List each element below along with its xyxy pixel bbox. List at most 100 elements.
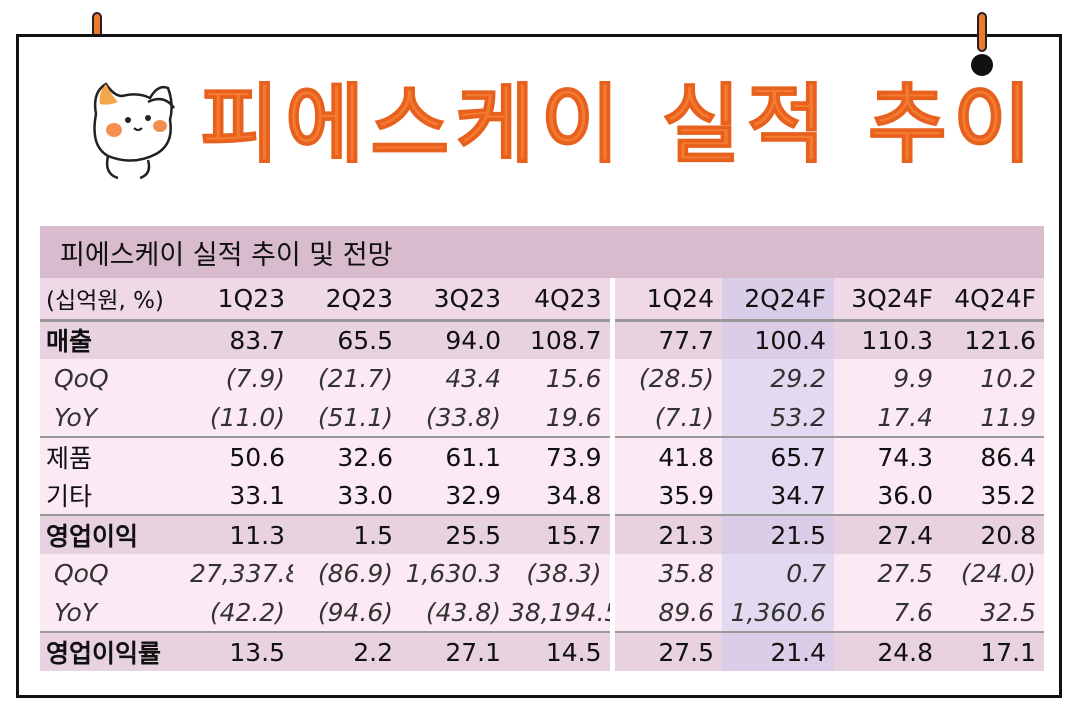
table-cell: (33.8) (401, 398, 509, 437)
table-cell: 34.8 (509, 476, 612, 515)
table-cell: 29.2 (722, 359, 834, 398)
table-cell: 33.1 (190, 476, 293, 515)
table-cell: (21.7) (293, 359, 401, 398)
pin-right-icon (977, 12, 987, 52)
table-cell: (28.5) (609, 359, 722, 398)
earnings-grid: (십억원, %) 1Q23 2Q23 3Q23 4Q23 1Q24 2Q24F 3Q24F 4Q… (40, 278, 1044, 671)
table-cell: 27,337.8 (190, 554, 293, 593)
table-cell: 38,194.5 (509, 593, 612, 632)
table-cell: (43.8) (401, 593, 509, 632)
column-header: 3Q24F (834, 278, 941, 322)
table-cell: 17.1 (941, 631, 1044, 671)
table-cell: 17.4 (834, 398, 941, 437)
table-cell: 74.3 (834, 436, 941, 476)
table-cell: 25.5 (401, 514, 509, 554)
table-cell: 110.3 (834, 320, 941, 359)
column-header: 3Q23 (401, 278, 509, 322)
table-cell: 77.7 (609, 320, 722, 359)
table-row: YoY (42.2) (94.6) (43.8) 38,194.5 89.6 1,360.6… (40, 593, 1044, 632)
table-row: 매출 83.7 65.5 94.0 108.7 77.7 100.4 110.3 121.6 (40, 320, 1044, 359)
table-row: 제품 50.6 32.6 61.1 73.9 41.8 65.7 74.3 86.4 (40, 436, 1044, 476)
table-cell: 86.4 (941, 436, 1044, 476)
table-cell: (42.2) (190, 593, 293, 632)
table-row: 영업이익 11.3 1.5 25.5 15.7 21.3 21.5 27.4 20.8 (40, 514, 1044, 554)
row-label: 영업이익 (40, 514, 190, 554)
column-header: 2Q24F (722, 278, 834, 322)
table-cell: (7.1) (609, 398, 722, 437)
table-cell: 53.2 (722, 398, 834, 437)
table-cell: 41.8 (609, 436, 722, 476)
row-label: 제품 (40, 436, 190, 476)
table-cell: 27.5 (834, 554, 941, 593)
table-cell: 43.4 (401, 359, 509, 398)
table-header-row: (십억원, %) 1Q23 2Q23 3Q23 4Q23 1Q24 2Q24F 3Q24F 4Q… (40, 278, 1044, 322)
table-cell: 21.5 (722, 514, 834, 554)
table-cell: (7.9) (190, 359, 293, 398)
table-cell: 27.4 (834, 514, 941, 554)
table-row: 기타 33.1 33.0 32.9 34.8 35.9 34.7 36.0 35.2 (40, 476, 1044, 515)
table-cell: 34.7 (722, 476, 834, 515)
table-cell: 0.7 (722, 554, 834, 593)
table-cell: 21.3 (609, 514, 722, 554)
table-cell: 10.2 (941, 359, 1044, 398)
table-cell: 94.0 (401, 320, 509, 359)
table-cell: 121.6 (941, 320, 1044, 359)
table-cell: 35.2 (941, 476, 1044, 515)
table-cell: 7.6 (834, 593, 941, 632)
table-cell: 36.0 (834, 476, 941, 515)
pin-right-hole-icon (971, 54, 993, 76)
column-header: 4Q24F (941, 278, 1044, 322)
column-header: 1Q23 (190, 278, 293, 322)
table-cell: 11.3 (190, 514, 293, 554)
table-caption: 피에스케이 실적 추이 및 전망 (40, 226, 1044, 278)
table-cell: 89.6 (609, 593, 722, 632)
table-cell: (11.0) (190, 398, 293, 437)
table-cell: 13.5 (190, 631, 293, 671)
table-row: QoQ (7.9) (21.7) 43.4 15.6 (28.5) 29.2 9.9 10.2 (40, 359, 1044, 398)
table-cell: 19.6 (509, 398, 612, 437)
table-cell: 21.4 (722, 631, 834, 671)
table-cell: 100.4 (722, 320, 834, 359)
table-cell: 14.5 (509, 631, 612, 671)
column-header: 1Q24 (609, 278, 722, 322)
row-label: QoQ (40, 554, 190, 593)
earnings-table: 피에스케이 실적 추이 및 전망 (십억원, %) 1Q23 2Q23 3Q23 4Q2… (40, 226, 1044, 671)
table-cell: 32.5 (941, 593, 1044, 632)
table-cell: 35.8 (609, 554, 722, 593)
table-cell: (38.3) (509, 554, 612, 593)
table-cell: 1,360.6 (722, 593, 834, 632)
unit-label: (십억원, %) (40, 278, 190, 322)
table-cell: 1,630.3 (401, 554, 509, 593)
table-cell: 65.5 (293, 320, 401, 359)
table-cell: (24.0) (941, 554, 1044, 593)
table-cell: (51.1) (293, 398, 401, 437)
table-cell: (94.6) (293, 593, 401, 632)
row-label: QoQ (40, 359, 190, 398)
cat-mascot-icon (93, 82, 176, 180)
table-cell: 83.7 (190, 320, 293, 359)
table-row: 영업이익률 13.5 2.2 27.1 14.5 27.5 21.4 24.8 17.1 (40, 631, 1044, 671)
table-cell: 27.5 (609, 631, 722, 671)
row-label: YoY (40, 593, 190, 632)
table-cell: 73.9 (509, 436, 612, 476)
column-header: 4Q23 (509, 278, 612, 322)
row-label: 매출 (40, 320, 190, 359)
table-cell: 65.7 (722, 436, 834, 476)
row-label: 영업이익률 (40, 631, 190, 671)
column-header: 2Q23 (293, 278, 401, 322)
table-cell: 15.6 (509, 359, 612, 398)
table-cell: 50.6 (190, 436, 293, 476)
table-cell: 33.0 (293, 476, 401, 515)
table-cell: 24.8 (834, 631, 941, 671)
table-row: YoY (11.0) (51.1) (33.8) 19.6 (7.1) 53.2 17.4 11… (40, 398, 1044, 437)
table-cell: 61.1 (401, 436, 509, 476)
page-title: 피에스케이 실적 추이 (200, 75, 1038, 176)
table-cell: 11.9 (941, 398, 1044, 437)
table-cell: 108.7 (509, 320, 612, 359)
table-cell: 15.7 (509, 514, 612, 554)
table-cell: 32.9 (401, 476, 509, 515)
table-cell: 1.5 (293, 514, 401, 554)
row-label: YoY (40, 398, 190, 437)
table-cell: (86.9) (293, 554, 401, 593)
row-label: 기타 (40, 476, 190, 515)
